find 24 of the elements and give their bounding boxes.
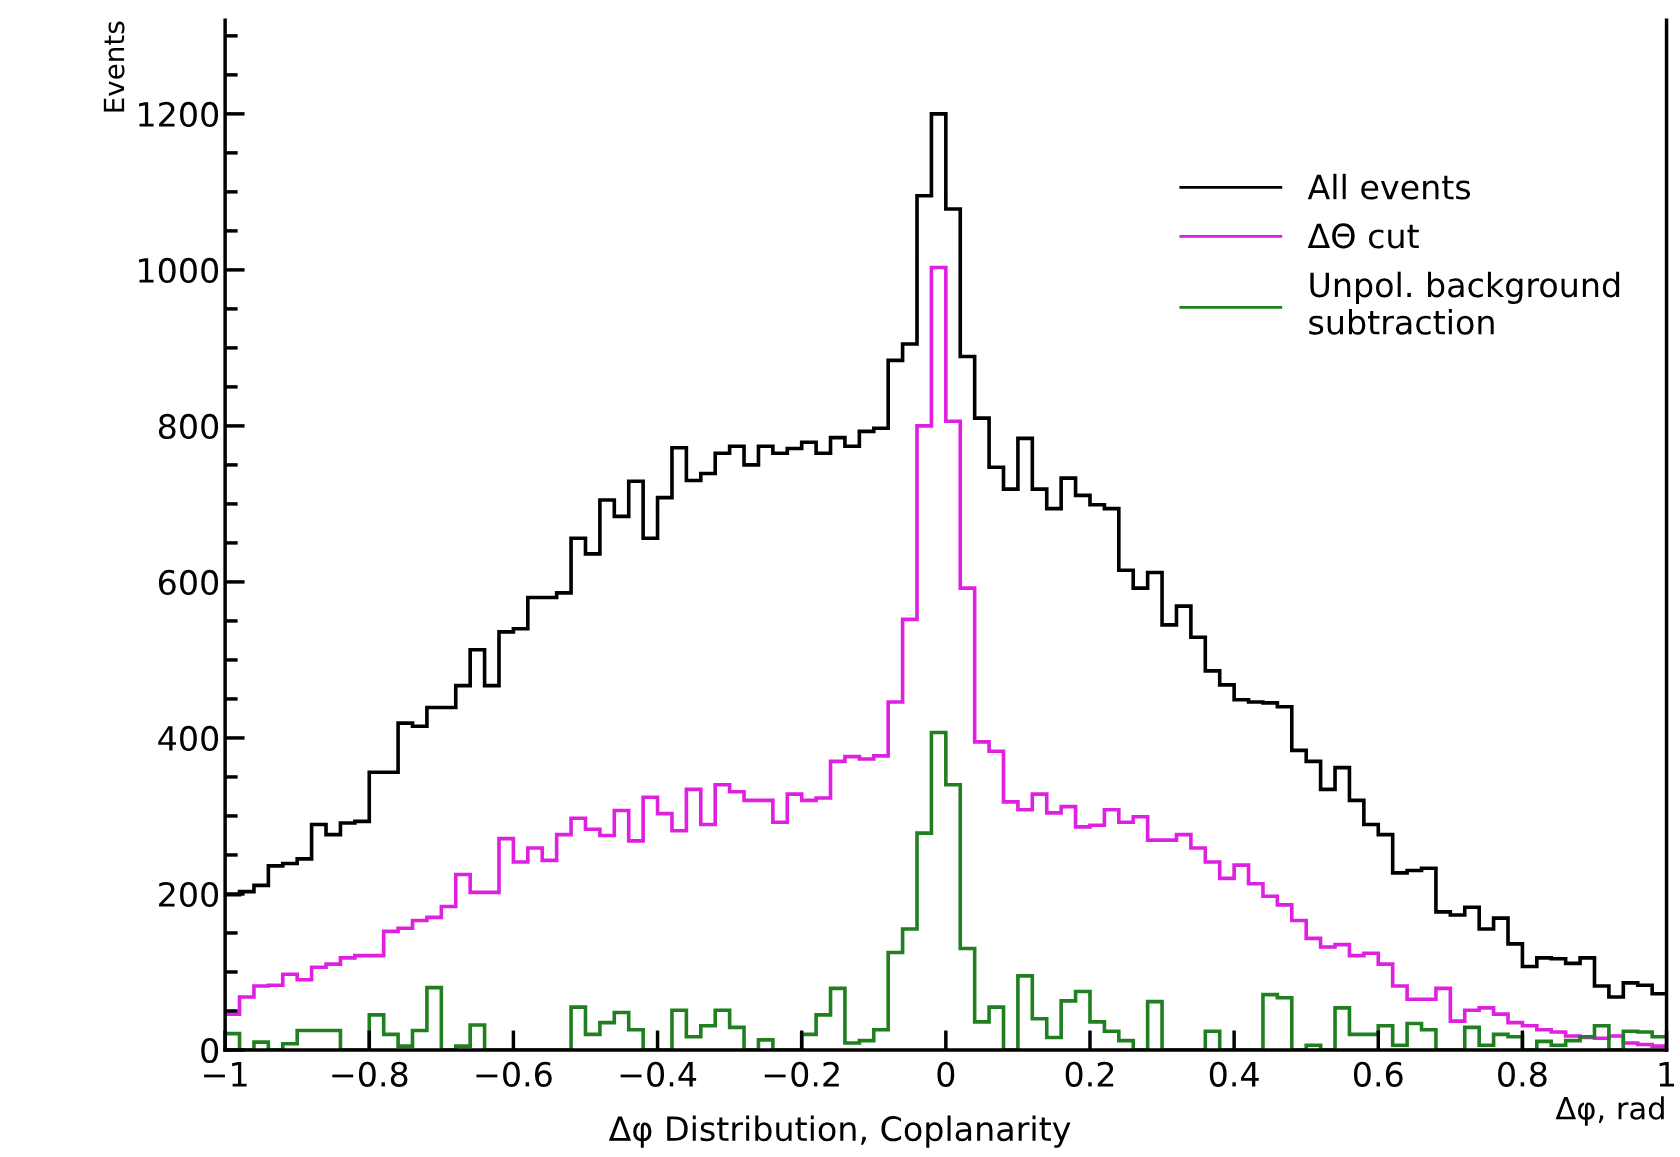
x-tick-label: −0.2	[764, 1061, 839, 1087]
y-tick-label: 200	[159, 881, 219, 908]
x-tick-label: 0.6	[1353, 1061, 1403, 1087]
x-tick-label: 0.4	[1209, 1061, 1259, 1087]
x-tick-label: 0.8	[1498, 1061, 1547, 1087]
x-tick-label: 1	[1659, 1062, 1675, 1087]
x-tick-label: 0	[937, 1061, 955, 1087]
y-axis-title: Events	[103, 21, 125, 112]
x-tick-label: 0.2	[1065, 1061, 1114, 1087]
legend-label: Unpol. background subtraction	[1309, 271, 1620, 335]
legend-label: All events	[1307, 173, 1471, 200]
x-axis-title: Δφ, rad	[1555, 1096, 1664, 1126]
y-tick-label: 800	[158, 413, 219, 440]
legend-label: ΔΘ cut	[1307, 223, 1419, 249]
x-tick-label: −0.4	[620, 1061, 697, 1087]
y-tick-label: 1000	[139, 257, 219, 284]
x-tick-label: −0.8	[332, 1061, 408, 1087]
y-tick-label: 400	[158, 725, 219, 752]
y-tick-label: 0	[201, 1037, 219, 1064]
text: Δφ Distribution, Coplanarity	[608, 1115, 1071, 1148]
x-tick-label: −1	[204, 1062, 247, 1087]
y-tick-label: 1200	[139, 101, 219, 127]
y-tick-label: 600	[158, 569, 219, 596]
x-tick-label: −0.6	[476, 1061, 552, 1087]
